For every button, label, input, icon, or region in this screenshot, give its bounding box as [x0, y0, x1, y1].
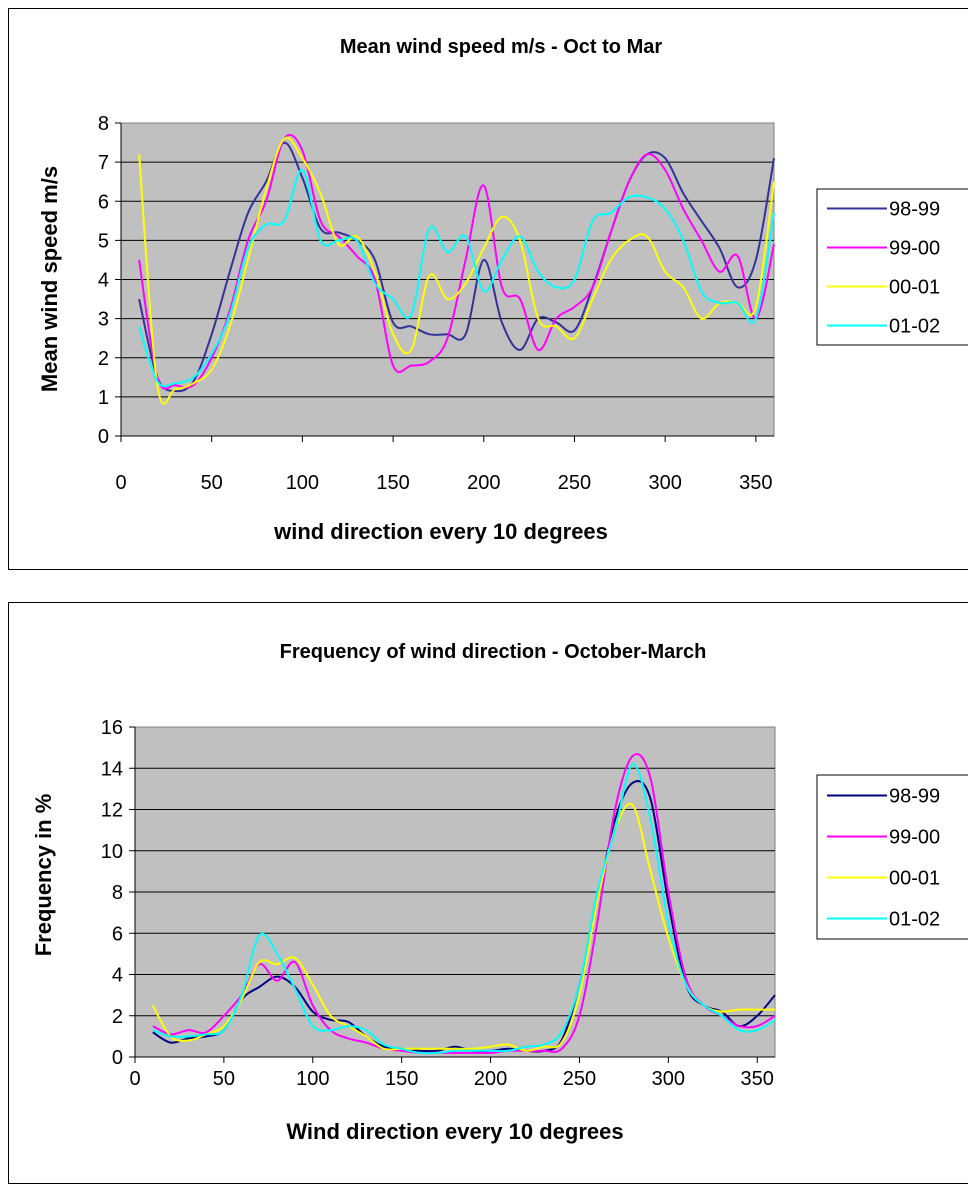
series-line-99-00 — [138, 134, 775, 390]
y-axis-label: Frequency in % — [31, 794, 56, 957]
x-tick-label: 350 — [739, 472, 772, 494]
chart-title: Mean wind speed m/s - Oct to Mar — [340, 36, 662, 58]
legend-label: 01-02 — [889, 909, 940, 931]
legend-box — [816, 774, 968, 940]
y-tick-label: 4 — [112, 965, 123, 987]
y-tick-label: 2 — [98, 348, 109, 370]
x-tick-label: 0 — [129, 1068, 140, 1090]
y-tick-label: 0 — [112, 1047, 123, 1069]
series-line-01-02 — [152, 763, 776, 1055]
legend-label: 00-01 — [889, 277, 940, 299]
y-tick-label: 1 — [98, 387, 109, 409]
x-tick-label: 100 — [296, 1068, 329, 1090]
series-line-01-02 — [138, 168, 775, 388]
y-tick-label: 8 — [98, 113, 109, 135]
x-tick-label: 300 — [652, 1068, 685, 1090]
wind-speed-chart: Mean wind speed m/s - Oct to Mar wind di… — [37, 36, 968, 544]
legend-label: 99-00 — [889, 827, 940, 849]
y-tick-label: 14 — [101, 758, 123, 780]
y-tick-label: 3 — [98, 309, 109, 331]
x-tick-label: 350 — [741, 1068, 774, 1090]
y-tick-label: 7 — [98, 152, 109, 174]
series-line-00-01 — [138, 136, 775, 405]
y-tick-label: 0 — [98, 426, 109, 448]
x-tick-label: 0 — [115, 472, 126, 494]
legend-box — [816, 188, 968, 346]
x-tick-label: 200 — [467, 472, 500, 494]
y-tick-label: 6 — [98, 191, 109, 213]
y-tick-label: 8 — [112, 882, 123, 904]
y-tick-label: 10 — [101, 841, 123, 863]
x-tick-label: 300 — [648, 472, 681, 494]
y-tick-label: 2 — [112, 1006, 123, 1028]
chart-title: Frequency of wind direction - October-Ma… — [280, 641, 707, 663]
legend-label: 00-01 — [889, 868, 940, 890]
y-tick-label: 4 — [98, 270, 109, 292]
series-line-98-99 — [138, 141, 775, 393]
y-axis-label: Mean wind speed m/s — [37, 166, 62, 392]
x-axis-label: wind direction every 10 degrees — [273, 519, 608, 544]
chart-panel-wind-frequency: Frequency of wind direction - October-Ma… — [8, 602, 968, 1184]
legend-label: 01-02 — [889, 316, 940, 338]
legend-label: 98-99 — [889, 199, 940, 221]
y-tick-label: 5 — [98, 230, 109, 252]
x-tick-label: 50 — [213, 1068, 235, 1090]
series-line-99-00 — [152, 753, 776, 1055]
legend-label: 99-00 — [889, 238, 940, 260]
x-axis-label: Wind direction every 10 degrees — [286, 1119, 623, 1144]
x-tick-label: 150 — [376, 472, 409, 494]
y-tick-label: 16 — [101, 717, 123, 739]
legend-label: 98-99 — [889, 786, 940, 808]
wind-frequency-chart: Frequency of wind direction - October-Ma… — [31, 641, 968, 1144]
x-tick-label: 150 — [385, 1068, 418, 1090]
x-tick-label: 250 — [563, 1068, 596, 1090]
y-tick-label: 6 — [112, 923, 123, 945]
y-tick-label: 12 — [101, 800, 123, 822]
chart-panel-wind-speed: Mean wind speed m/s - Oct to Mar wind di… — [8, 8, 968, 570]
series-line-00-01 — [151, 802, 776, 1052]
x-tick-label: 100 — [286, 472, 319, 494]
x-tick-label: 200 — [474, 1068, 507, 1090]
x-tick-label: 250 — [558, 472, 591, 494]
x-tick-label: 50 — [201, 472, 223, 494]
